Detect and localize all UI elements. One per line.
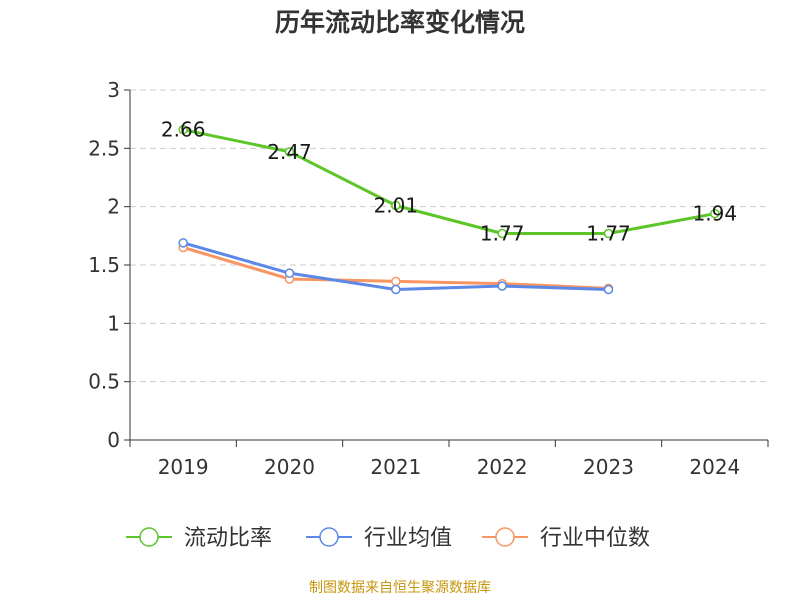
y-tick-label: 1.5 [88,253,120,277]
axes: 0 0.5 1 1.5 2 2.5 3 2019 2020 2021 2022 2023 2024 [88,78,769,479]
data-point [284,268,295,278]
grid-lines [130,89,768,383]
data-point [391,276,401,287]
y-tick-label: 0 [107,428,120,452]
legend-item: 流动比率 [126,526,272,551]
data-point [497,228,507,239]
data-label: 2.66 [161,118,206,142]
data-label: 1.77 [586,222,631,246]
data-label: 1.77 [480,222,525,246]
legend-marker [495,527,515,547]
legend-item: 行业中位数 [482,526,650,551]
y-tick-label: 2.5 [88,136,120,160]
legend-marker [319,527,339,547]
x-tick-label: 2023 [583,455,634,479]
legend-label: 行业均值 [364,526,452,551]
legend-label: 流动比率 [184,526,272,551]
x-tick-label: 2024 [689,455,740,479]
data-point [603,228,614,239]
x-tick-label: 2021 [370,455,421,479]
data-point [603,284,614,295]
data-point [391,284,401,295]
data-point [391,200,401,211]
series-line [182,128,716,235]
data-label: 2.47 [267,140,312,164]
legend-item: 行业均值 [306,526,452,551]
x-tick-label: 2020 [264,455,315,479]
data-point [178,238,188,248]
data-label: 1.94 [693,202,738,226]
data-label: 2.01 [374,194,419,218]
data-point [284,147,295,157]
legend-marker [139,527,159,547]
source-note: 制图数据来自恒生聚源数据库 [309,580,491,596]
y-tick-label: 3 [107,78,120,102]
y-tick-label: 1 [107,311,120,335]
data-labels: 2.66 2.47 2.01 1.77 1.77 1.94 [161,118,737,246]
y-tick-label: 2 [107,195,120,219]
data-point [710,208,720,219]
chart-title: 历年流动比率变化情况 [274,8,525,37]
x-tick-label: 2019 [158,455,209,479]
data-point [497,281,507,291]
data-point [178,124,188,135]
x-tick-label: 2022 [477,455,528,479]
legend: 流动比率 行业均值 行业中位数 [126,526,650,551]
y-tick-label: 0.5 [88,370,120,394]
legend-label: 行业中位数 [540,526,650,551]
series-lines [178,124,720,295]
